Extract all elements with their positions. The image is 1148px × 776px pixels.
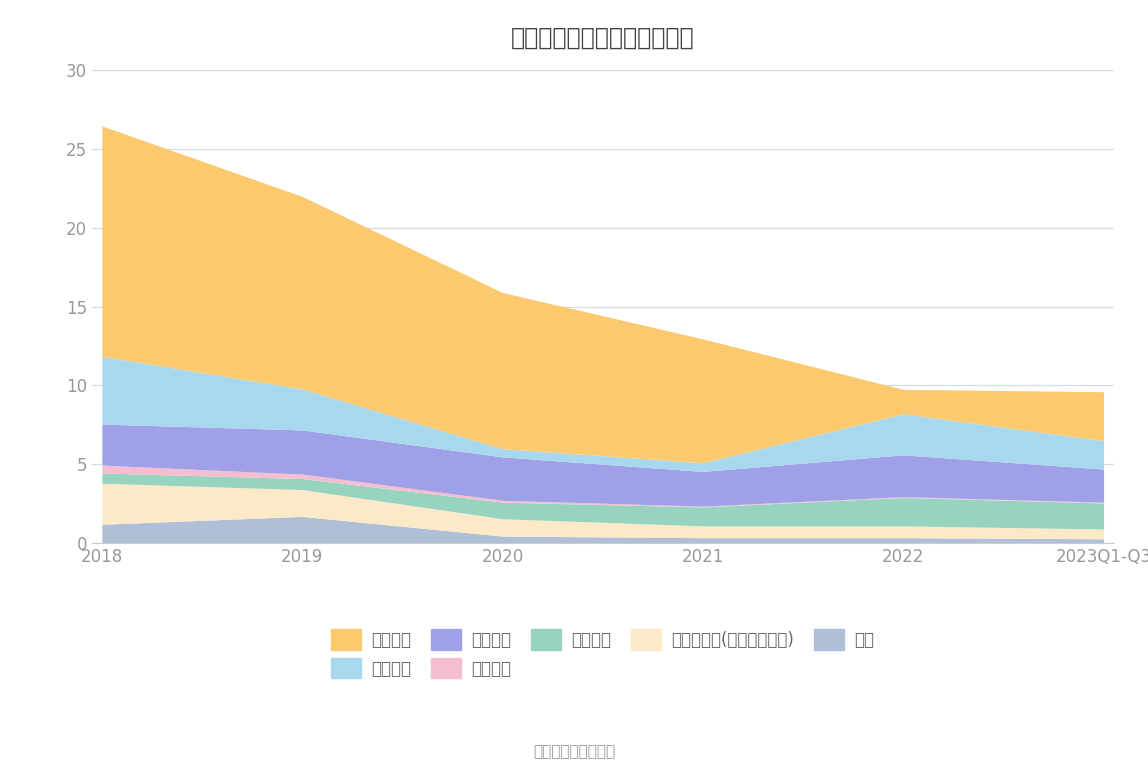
Text: 数据来源：恒生聚源: 数据来源：恒生聚源 bbox=[533, 745, 615, 760]
Title: 历年主要负债堆积图（亿元）: 历年主要负债堆积图（亿元） bbox=[511, 26, 695, 50]
Legend: 短期借款, 应付票据, 应付账款, 预收款项, 合同负债, 其他应付款(含利息和股利), 其它: 短期借款, 应付票据, 应付账款, 预收款项, 合同负债, 其他应付款(含利息和… bbox=[325, 622, 881, 685]
